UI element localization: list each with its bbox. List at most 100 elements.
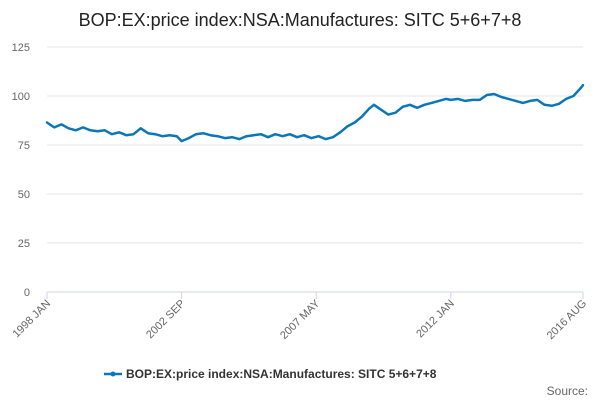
data-point-9	[111, 133, 113, 136]
data-point-10	[118, 131, 120, 134]
data-point-29	[252, 134, 255, 137]
data-point-51	[409, 103, 411, 106]
y-tick-label-0: 0	[24, 287, 30, 299]
data-point-75	[579, 87, 582, 90]
data-point-53	[423, 103, 426, 106]
data-point-46	[373, 103, 375, 106]
data-point-72	[558, 102, 560, 105]
data-point-14	[147, 132, 149, 135]
x-tick-label-3: 2012 JAN	[414, 298, 457, 341]
data-point-47	[380, 108, 382, 111]
data-point-70	[543, 103, 546, 106]
data-point-11	[125, 134, 128, 137]
data-point-45	[368, 107, 370, 110]
data-point-28	[245, 135, 248, 138]
data-point-57	[449, 99, 452, 101]
data-point-26	[231, 136, 234, 139]
data-point-21	[195, 133, 197, 136]
data-point-8	[103, 129, 106, 132]
legend[interactable]: BOP:EX:price index:NSA:Manufactures: SIT…	[104, 367, 437, 381]
data-point-18	[175, 135, 178, 138]
data-point-50	[401, 105, 404, 108]
y-tick-label-125: 125	[12, 42, 30, 54]
data-point-49	[394, 111, 397, 114]
data-point-30	[260, 133, 262, 136]
data-point-69	[536, 99, 539, 101]
y-tick-label-25: 25	[18, 238, 30, 250]
data-point-65	[507, 98, 510, 100]
y-tick-label-50: 50	[18, 189, 30, 201]
data-point-34	[288, 133, 291, 136]
data-point-40	[332, 136, 334, 139]
data-point-19	[180, 140, 183, 143]
data-point-43	[353, 121, 356, 124]
data-point-63	[493, 93, 495, 95]
data-point-13	[139, 127, 142, 130]
data-point-7	[96, 130, 99, 133]
series-group	[45, 83, 585, 143]
data-point-25	[224, 137, 226, 140]
data-point-58	[457, 98, 459, 100]
data-point-4	[74, 129, 77, 132]
x-tick-label-4: 2016 AUG	[545, 298, 589, 342]
data-point-71	[550, 104, 553, 107]
data-point-15	[154, 133, 157, 136]
data-point-44	[361, 115, 363, 118]
data-point-64	[500, 96, 503, 98]
y-tick-label-100: 100	[12, 91, 30, 103]
data-point-42	[346, 125, 349, 128]
legend-entry-label: BOP:EX:price index:NSA:Manufactures: SIT…	[126, 367, 437, 381]
data-point-0	[46, 121, 48, 124]
data-point-20	[187, 137, 190, 140]
data-point-35	[296, 136, 298, 139]
data-point-12	[132, 133, 135, 136]
data-point-23	[209, 134, 212, 137]
data-point-52	[416, 106, 419, 109]
data-point-31	[267, 136, 269, 139]
data-point-17	[168, 134, 171, 137]
grid-lines	[47, 46, 583, 244]
x-tick-label-0: 1998 JAN	[10, 298, 53, 341]
data-point-68	[529, 100, 531, 102]
data-point-32	[274, 133, 277, 136]
data-point-24	[216, 135, 219, 138]
source-label: Source:	[547, 384, 588, 398]
data-point-3	[67, 127, 70, 130]
data-point-22	[202, 132, 205, 135]
data-point-61	[478, 99, 481, 101]
data-point-76	[582, 84, 584, 87]
data-point-41	[339, 131, 342, 134]
data-point-6	[89, 129, 92, 132]
data-point-56	[445, 98, 447, 100]
x-axis: 1998 JAN 2002 SEP 2007 MAY 2012 JAN 2016 AUG	[10, 291, 589, 342]
data-point-66	[514, 100, 517, 102]
data-point-54	[430, 102, 433, 104]
data-point-1	[53, 126, 56, 129]
data-point-2	[60, 123, 63, 126]
data-point-33	[281, 135, 284, 138]
data-point-37	[310, 137, 313, 140]
data-point-59	[464, 100, 467, 102]
series-line-0	[45, 83, 585, 143]
y-tick-label-75: 75	[18, 140, 30, 152]
data-point-74	[572, 95, 575, 97]
x-tick-label-1: 2002 SEP	[144, 298, 188, 342]
data-point-67	[522, 102, 524, 104]
data-point-36	[303, 134, 306, 137]
data-point-55	[437, 100, 440, 102]
legend-dot-marker	[110, 371, 116, 377]
data-point-62	[486, 94, 488, 96]
data-point-38	[317, 135, 320, 138]
data-point-5	[82, 126, 84, 129]
data-point-73	[565, 98, 568, 100]
x-tick-label-2: 2007 MAY	[278, 297, 323, 342]
chart-title: BOP:EX:price index:NSA:Manufactures: SIT…	[79, 10, 522, 30]
y-axis: 0 25 50 75 100 125	[12, 42, 30, 299]
data-point-27	[238, 138, 241, 141]
data-point-16	[161, 135, 164, 138]
data-point-48	[387, 113, 390, 116]
data-point-39	[324, 138, 327, 141]
data-point-60	[471, 99, 474, 101]
